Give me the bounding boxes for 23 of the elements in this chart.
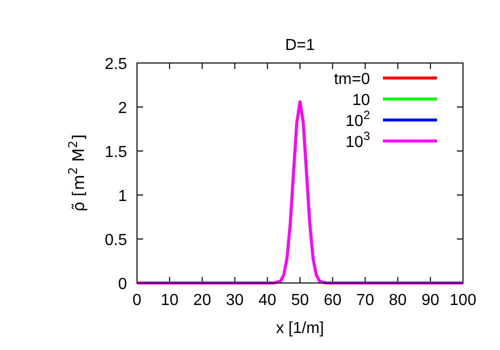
legend-label: 10: [352, 92, 370, 109]
x-tick-label: 10: [160, 292, 179, 309]
y-tick-label: 0: [118, 276, 128, 293]
x-tick-label: 100: [450, 292, 476, 309]
x-tick-label: 0: [132, 292, 142, 309]
x-tick-label: 40: [258, 292, 276, 309]
x-tick-label: 80: [388, 292, 407, 309]
y-tick-label: 0.5: [104, 232, 128, 249]
x-tick-label: 90: [422, 292, 440, 309]
chart-title: D=1: [285, 37, 315, 54]
legend-label: 10$^{3}$: [346, 129, 370, 151]
x-tick-label: 20: [193, 292, 212, 309]
x-tick-label: 60: [324, 292, 342, 309]
x-axis-title: x [1/m]: [276, 320, 324, 337]
y-tick-label: 2.5: [104, 56, 128, 73]
x-tick-label: 50: [291, 292, 309, 309]
y-tick-label: 1.5: [104, 144, 128, 161]
x-tick-label: 30: [226, 292, 244, 309]
x-tick-label: 70: [356, 292, 374, 309]
y-tick-label: 2: [118, 100, 128, 117]
y-tick-label: 1: [118, 188, 128, 205]
legend-label: tm=0: [334, 71, 370, 88]
legend-label: 10$^{2}$: [346, 108, 370, 130]
